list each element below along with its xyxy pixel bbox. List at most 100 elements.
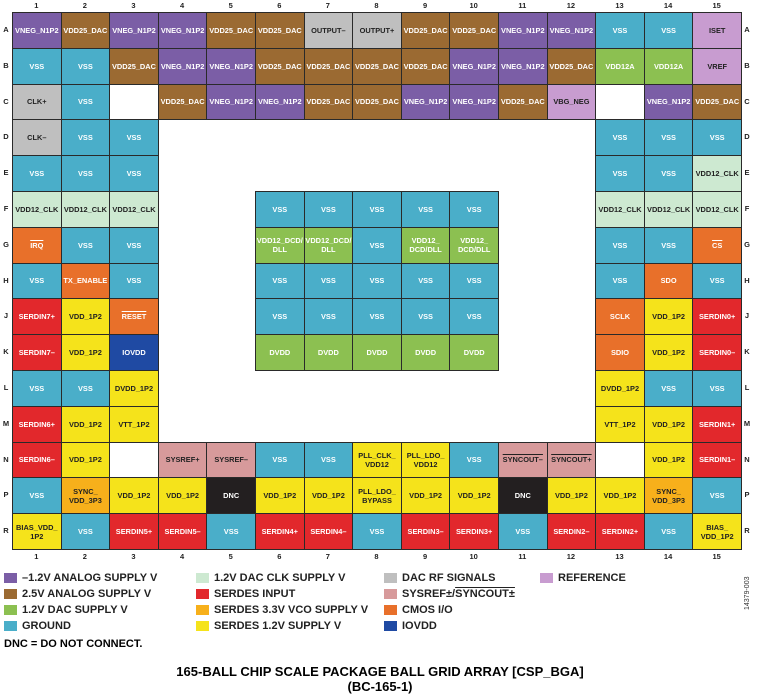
- legend-item: SERDES INPUT: [196, 588, 295, 600]
- ball-J14: VDD_1P2: [643, 298, 694, 336]
- ball-K1: SERDIN7–: [12, 334, 62, 371]
- ball-C5: VNEG_N1P2: [206, 83, 256, 121]
- ball-signal-name: VDD25_DAC: [160, 97, 205, 107]
- column-label-13: 13: [615, 1, 624, 10]
- ball-D3: VSS: [109, 119, 159, 157]
- ball-B15: VREF: [692, 47, 742, 85]
- ball-signal-name: VSS: [418, 276, 433, 286]
- legend-item: 1.2V DAC SUPPLY V: [4, 604, 128, 616]
- column-label-3: 3: [131, 552, 136, 561]
- ball-signal-name: VSS: [709, 133, 725, 143]
- column-label-8: 8: [374, 552, 379, 561]
- ball-signal-name: BIAS_ VDD_1P2: [700, 522, 734, 541]
- ball-signal-name: VSS: [369, 204, 385, 214]
- ball-signal-name: VDD25_DAC: [452, 25, 497, 35]
- ball-K6: DVDD: [255, 334, 305, 371]
- ball-R7: SERDIN4–: [303, 513, 354, 550]
- ball-R10: SERDIN3+: [449, 513, 499, 550]
- ball-B6: VDD25_DAC: [255, 47, 305, 85]
- ball-signal-name: SERDIN0–: [699, 348, 736, 358]
- ball-signal-name: VDD_1P2: [166, 491, 200, 501]
- ball-L14: VSS: [643, 370, 694, 407]
- ball-signal-name: CLK–: [27, 133, 47, 143]
- ball-signal-name: VDD_1P2: [311, 491, 345, 501]
- column-label-1: 1: [34, 552, 39, 561]
- ball-H8: VSS: [352, 262, 402, 300]
- legend-label: SERDES INPUT: [214, 588, 296, 600]
- legend-swatch: [196, 589, 209, 599]
- ball-A3: VNEG_N1P2: [109, 12, 159, 49]
- ball-signal-name: VSS: [320, 276, 336, 286]
- ball-signal-name: SYNCOUT–: [502, 455, 543, 465]
- ball-signal-name: VREF: [707, 61, 728, 71]
- legend-item: SERDES 1.2V SUPPLY V: [196, 620, 341, 632]
- legend-label: 1.2V DAC SUPPLY V: [22, 604, 128, 616]
- column-label-2: 2: [82, 1, 87, 10]
- ball-G2: VSS: [60, 226, 111, 264]
- ball-F1: VDD12_CLK: [12, 191, 62, 228]
- ball-signal-name: VSS: [709, 383, 725, 393]
- ball-signal-name: SYNCOUT+: [551, 455, 592, 465]
- legend-swatch: [384, 573, 397, 583]
- ball-signal-name: VNEG_N1P2: [549, 25, 594, 35]
- ball-signal-name: VSS: [466, 312, 482, 322]
- ball-signal-name: VDD12_DCD/ DLL: [305, 236, 352, 255]
- ball-signal-name: VSS: [612, 133, 628, 143]
- row-label-M: M: [743, 418, 751, 428]
- legend-swatch: [4, 573, 17, 583]
- ball-N8: PLL_CLK_ VDD12: [352, 441, 402, 479]
- ball-P12: VDD_1P2: [546, 477, 597, 515]
- row-label-R: R: [744, 526, 750, 536]
- ball-signal-name: VSS: [77, 133, 93, 143]
- ball-signal-name: SERDIN1–: [699, 455, 736, 465]
- ball-signal-name: DVDD_1P2: [114, 383, 154, 393]
- row-label-A: A: [744, 24, 750, 34]
- ball-R1: BIAS_VDD_ 1P2: [12, 513, 62, 550]
- ball-L15: VSS: [692, 370, 742, 407]
- ball-signal-name: SERDIN6–: [18, 455, 55, 465]
- ball-signal-name: VSS: [515, 527, 531, 537]
- column-label-11: 11: [518, 552, 527, 561]
- ball-signal-name: SERDIN7+: [18, 312, 55, 322]
- row-label-P: P: [744, 490, 750, 500]
- ball-signal-name: VDD25_DAC: [257, 61, 302, 71]
- ball-K13: SDIO: [595, 334, 645, 371]
- ball-L3: DVDD_1P2: [109, 370, 159, 407]
- legend-swatch: [384, 605, 397, 615]
- ball-signal-name: VNEG_N1P2: [209, 97, 253, 107]
- column-label-8: 8: [374, 1, 379, 10]
- column-label-6: 6: [277, 552, 282, 561]
- ball-signal-name: VSS: [77, 240, 93, 250]
- ball-P5: DNC: [206, 477, 256, 515]
- ball-F2: VDD12_CLK: [60, 191, 111, 228]
- ball-signal-name: VNEG_N1P2: [452, 61, 496, 71]
- ball-E2: VSS: [60, 155, 111, 192]
- ball-M15: SERDIN1+: [692, 405, 742, 443]
- ball-signal-name: VBG_NEG: [553, 97, 590, 107]
- ball-J8: VSS: [352, 298, 402, 336]
- column-label-6: 6: [277, 1, 282, 10]
- ball-signal-name: VNEG_N1P2: [501, 61, 545, 71]
- ball-P3: VDD_1P2: [109, 477, 159, 515]
- ball-signal-name: VSS: [709, 276, 725, 286]
- legend-label: SYSREF±/: [402, 588, 456, 600]
- ball-B11: VNEG_N1P2: [498, 47, 548, 85]
- ball-signal-name: VSS: [77, 527, 93, 537]
- column-label-7: 7: [325, 1, 330, 10]
- ball-signal-name: VSS: [77, 61, 93, 71]
- ball-H15: VSS: [692, 262, 742, 300]
- ball-signal-name: VNEG_N1P2: [112, 25, 156, 35]
- row-label-M: M: [2, 418, 10, 428]
- ball-F7: VSS: [303, 191, 354, 228]
- ball-grid-array: 1 1 2 2 3 3 4 4 5 5 6 6 7 7 8 8 9 9 10 10 11 11 12 12 13 13 14 14 15…: [2, 1, 751, 561]
- legend-label: IOVDD: [402, 620, 437, 632]
- legend-item: 1.2V DAC CLK SUPPLY V: [196, 572, 345, 584]
- ball-signal-name: VDD_1P2: [117, 491, 151, 501]
- ball-A12: VNEG_N1P2: [546, 12, 597, 49]
- ball-signal-name: VSS: [661, 25, 676, 35]
- ball-signal-name: DVDD: [463, 348, 485, 358]
- ball-E13: VSS: [595, 155, 645, 192]
- ball-signal-name: OUTPUT–: [311, 25, 346, 35]
- column-label-9: 9: [423, 552, 428, 561]
- ball-signal-name: VDD25_DAC: [306, 97, 351, 107]
